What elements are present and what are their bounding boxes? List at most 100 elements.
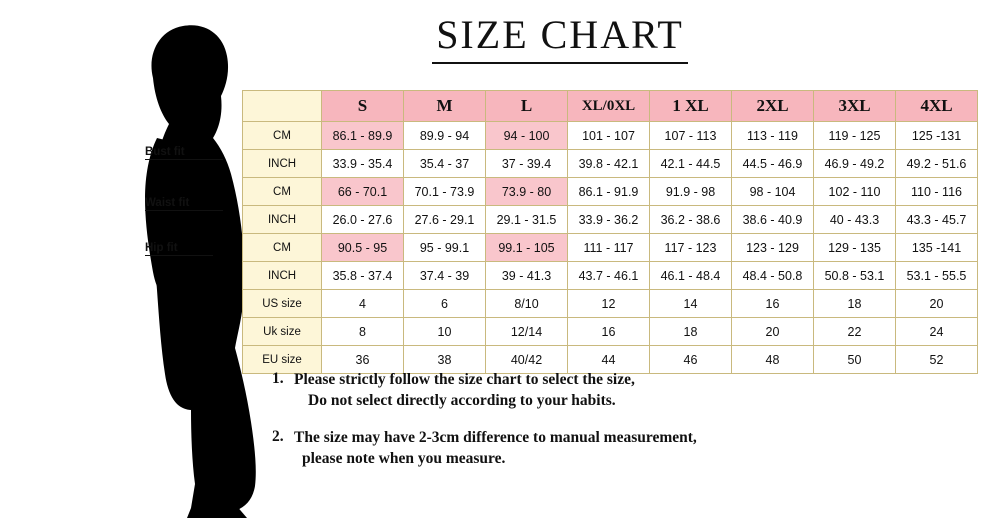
cell: 38.6 - 40.9	[731, 205, 814, 234]
cell: 44	[567, 345, 650, 374]
note-body: Please strictly follow the size chart to…	[294, 370, 635, 412]
cell: 49.2 - 51.6	[895, 149, 978, 178]
cell: 99.1 - 105	[485, 233, 568, 262]
cell: 48	[731, 345, 814, 374]
table-row: EU size 36 38 40/42 44 46 48 50 52	[242, 345, 978, 374]
cell: 46.9 - 49.2	[813, 149, 896, 178]
table-row: INCH 35.8 - 37.4 37.4 - 39 39 - 41.3 43.…	[242, 261, 978, 290]
cell: 46	[649, 345, 732, 374]
row-label: Uk size	[242, 317, 322, 346]
cell: 20	[731, 317, 814, 346]
size-chart-table-wrap: S M L XL/0XL 1 XL 2XL 3XL 4XL CM 86.1 - …	[242, 90, 978, 374]
cell: 24	[895, 317, 978, 346]
column-header-xl-0xl: XL/0XL	[567, 90, 650, 122]
cell: 20	[895, 289, 978, 318]
note-line-2: please note when you measure.	[302, 449, 506, 467]
cell: 43.7 - 46.1	[567, 261, 650, 290]
cell: 102 - 110	[813, 177, 896, 206]
table-corner-cell	[242, 90, 322, 122]
cell: 12	[567, 289, 650, 318]
row-label: INCH	[242, 261, 322, 290]
cell: 26.0 - 27.6	[321, 205, 404, 234]
cell: 39 - 41.3	[485, 261, 568, 290]
cell: 16	[731, 289, 814, 318]
cell: 52	[895, 345, 978, 374]
note-item: 1. Please strictly follow the size chart…	[272, 370, 972, 412]
table-row: CM 90.5 - 95 95 - 99.1 99.1 - 105 111 - …	[242, 233, 978, 262]
note-item: 2. The size may have 2-3cm difference to…	[272, 428, 972, 470]
table-body: CM 86.1 - 89.9 89.9 - 94 94 - 100 101 - …	[242, 121, 978, 374]
column-header-4xl: 4XL	[895, 90, 978, 122]
cell: 36.2 - 38.6	[649, 205, 732, 234]
size-chart-table: S M L XL/0XL 1 XL 2XL 3XL 4XL CM 86.1 - …	[242, 90, 978, 374]
waist-fit-label: Waist fit	[145, 197, 223, 211]
bust-fit-text: Bust fit	[145, 146, 185, 158]
cell: 123 - 129	[731, 233, 814, 262]
waist-fit-leader-line	[145, 210, 223, 211]
column-header-m: M	[403, 90, 486, 122]
cell: 40/42	[485, 345, 568, 374]
cell: 129 - 135	[813, 233, 896, 262]
row-label: US size	[242, 289, 322, 318]
cell: 8	[321, 317, 404, 346]
cell: 53.1 - 55.5	[895, 261, 978, 290]
bust-fit-label: Bust fit	[145, 146, 223, 160]
table-header-row: S M L XL/0XL 1 XL 2XL 3XL 4XL	[242, 90, 978, 122]
cell: 119 - 125	[813, 121, 896, 150]
cell: 29.1 - 31.5	[485, 205, 568, 234]
cell: 46.1 - 48.4	[649, 261, 732, 290]
cell: 98 - 104	[731, 177, 814, 206]
cell: 38	[403, 345, 486, 374]
cell: 33.9 - 36.2	[567, 205, 650, 234]
cell: 22	[813, 317, 896, 346]
column-header-3xl: 3XL	[813, 90, 896, 122]
cell: 95 - 99.1	[403, 233, 486, 262]
waist-fit-text: Waist fit	[145, 197, 190, 209]
cell: 27.6 - 29.1	[403, 205, 486, 234]
column-header-1xl: 1 XL	[649, 90, 732, 122]
cell: 37.4 - 39	[403, 261, 486, 290]
cell: 113 - 119	[731, 121, 814, 150]
cell: 40 - 43.3	[813, 205, 896, 234]
cell: 6	[403, 289, 486, 318]
row-label: CM	[242, 177, 322, 206]
cell: 18	[649, 317, 732, 346]
row-label: INCH	[242, 149, 322, 178]
cell: 110 - 116	[895, 177, 978, 206]
title-underline	[432, 62, 688, 64]
cell: 33.9 - 35.4	[321, 149, 404, 178]
note-line-1: The size may have 2-3cm difference to ma…	[294, 428, 697, 446]
cell: 14	[649, 289, 732, 318]
cell: 10	[403, 317, 486, 346]
table-row: US size 4 6 8/10 12 14 16 18 20	[242, 289, 978, 318]
note-number: 1.	[272, 370, 284, 387]
cell: 91.9 - 98	[649, 177, 732, 206]
cell: 107 - 113	[649, 121, 732, 150]
cell: 8/10	[485, 289, 568, 318]
note-line-1: Please strictly follow the size chart to…	[294, 371, 635, 388]
cell: 18	[813, 289, 896, 318]
cell: 39.8 - 42.1	[567, 149, 650, 178]
cell: 37 - 39.4	[485, 149, 568, 178]
notes-section: 1. Please strictly follow the size chart…	[272, 370, 972, 486]
hip-fit-leader-line	[145, 255, 213, 256]
note-line-2: Do not select directly according to your…	[308, 391, 616, 409]
row-label: CM	[242, 121, 322, 150]
cell: 43.3 - 45.7	[895, 205, 978, 234]
cell: 86.1 - 91.9	[567, 177, 650, 206]
cell: 73.9 - 80	[485, 177, 568, 206]
table-row: CM 86.1 - 89.9 89.9 - 94 94 - 100 101 - …	[242, 121, 978, 150]
note-number: 2.	[272, 427, 284, 445]
cell: 36	[321, 345, 404, 374]
row-label: CM	[242, 233, 322, 262]
cell: 111 - 117	[567, 233, 650, 262]
table-row: INCH 33.9 - 35.4 35.4 - 37 37 - 39.4 39.…	[242, 149, 978, 178]
table-row: CM 66 - 70.1 70.1 - 73.9 73.9 - 80 86.1 …	[242, 177, 978, 206]
cell: 125 -131	[895, 121, 978, 150]
cell: 70.1 - 73.9	[403, 177, 486, 206]
cell: 35.8 - 37.4	[321, 261, 404, 290]
cell: 35.4 - 37	[403, 149, 486, 178]
cell: 42.1 - 44.5	[649, 149, 732, 178]
column-header-2xl: 2XL	[731, 90, 814, 122]
column-header-s: S	[321, 90, 404, 122]
